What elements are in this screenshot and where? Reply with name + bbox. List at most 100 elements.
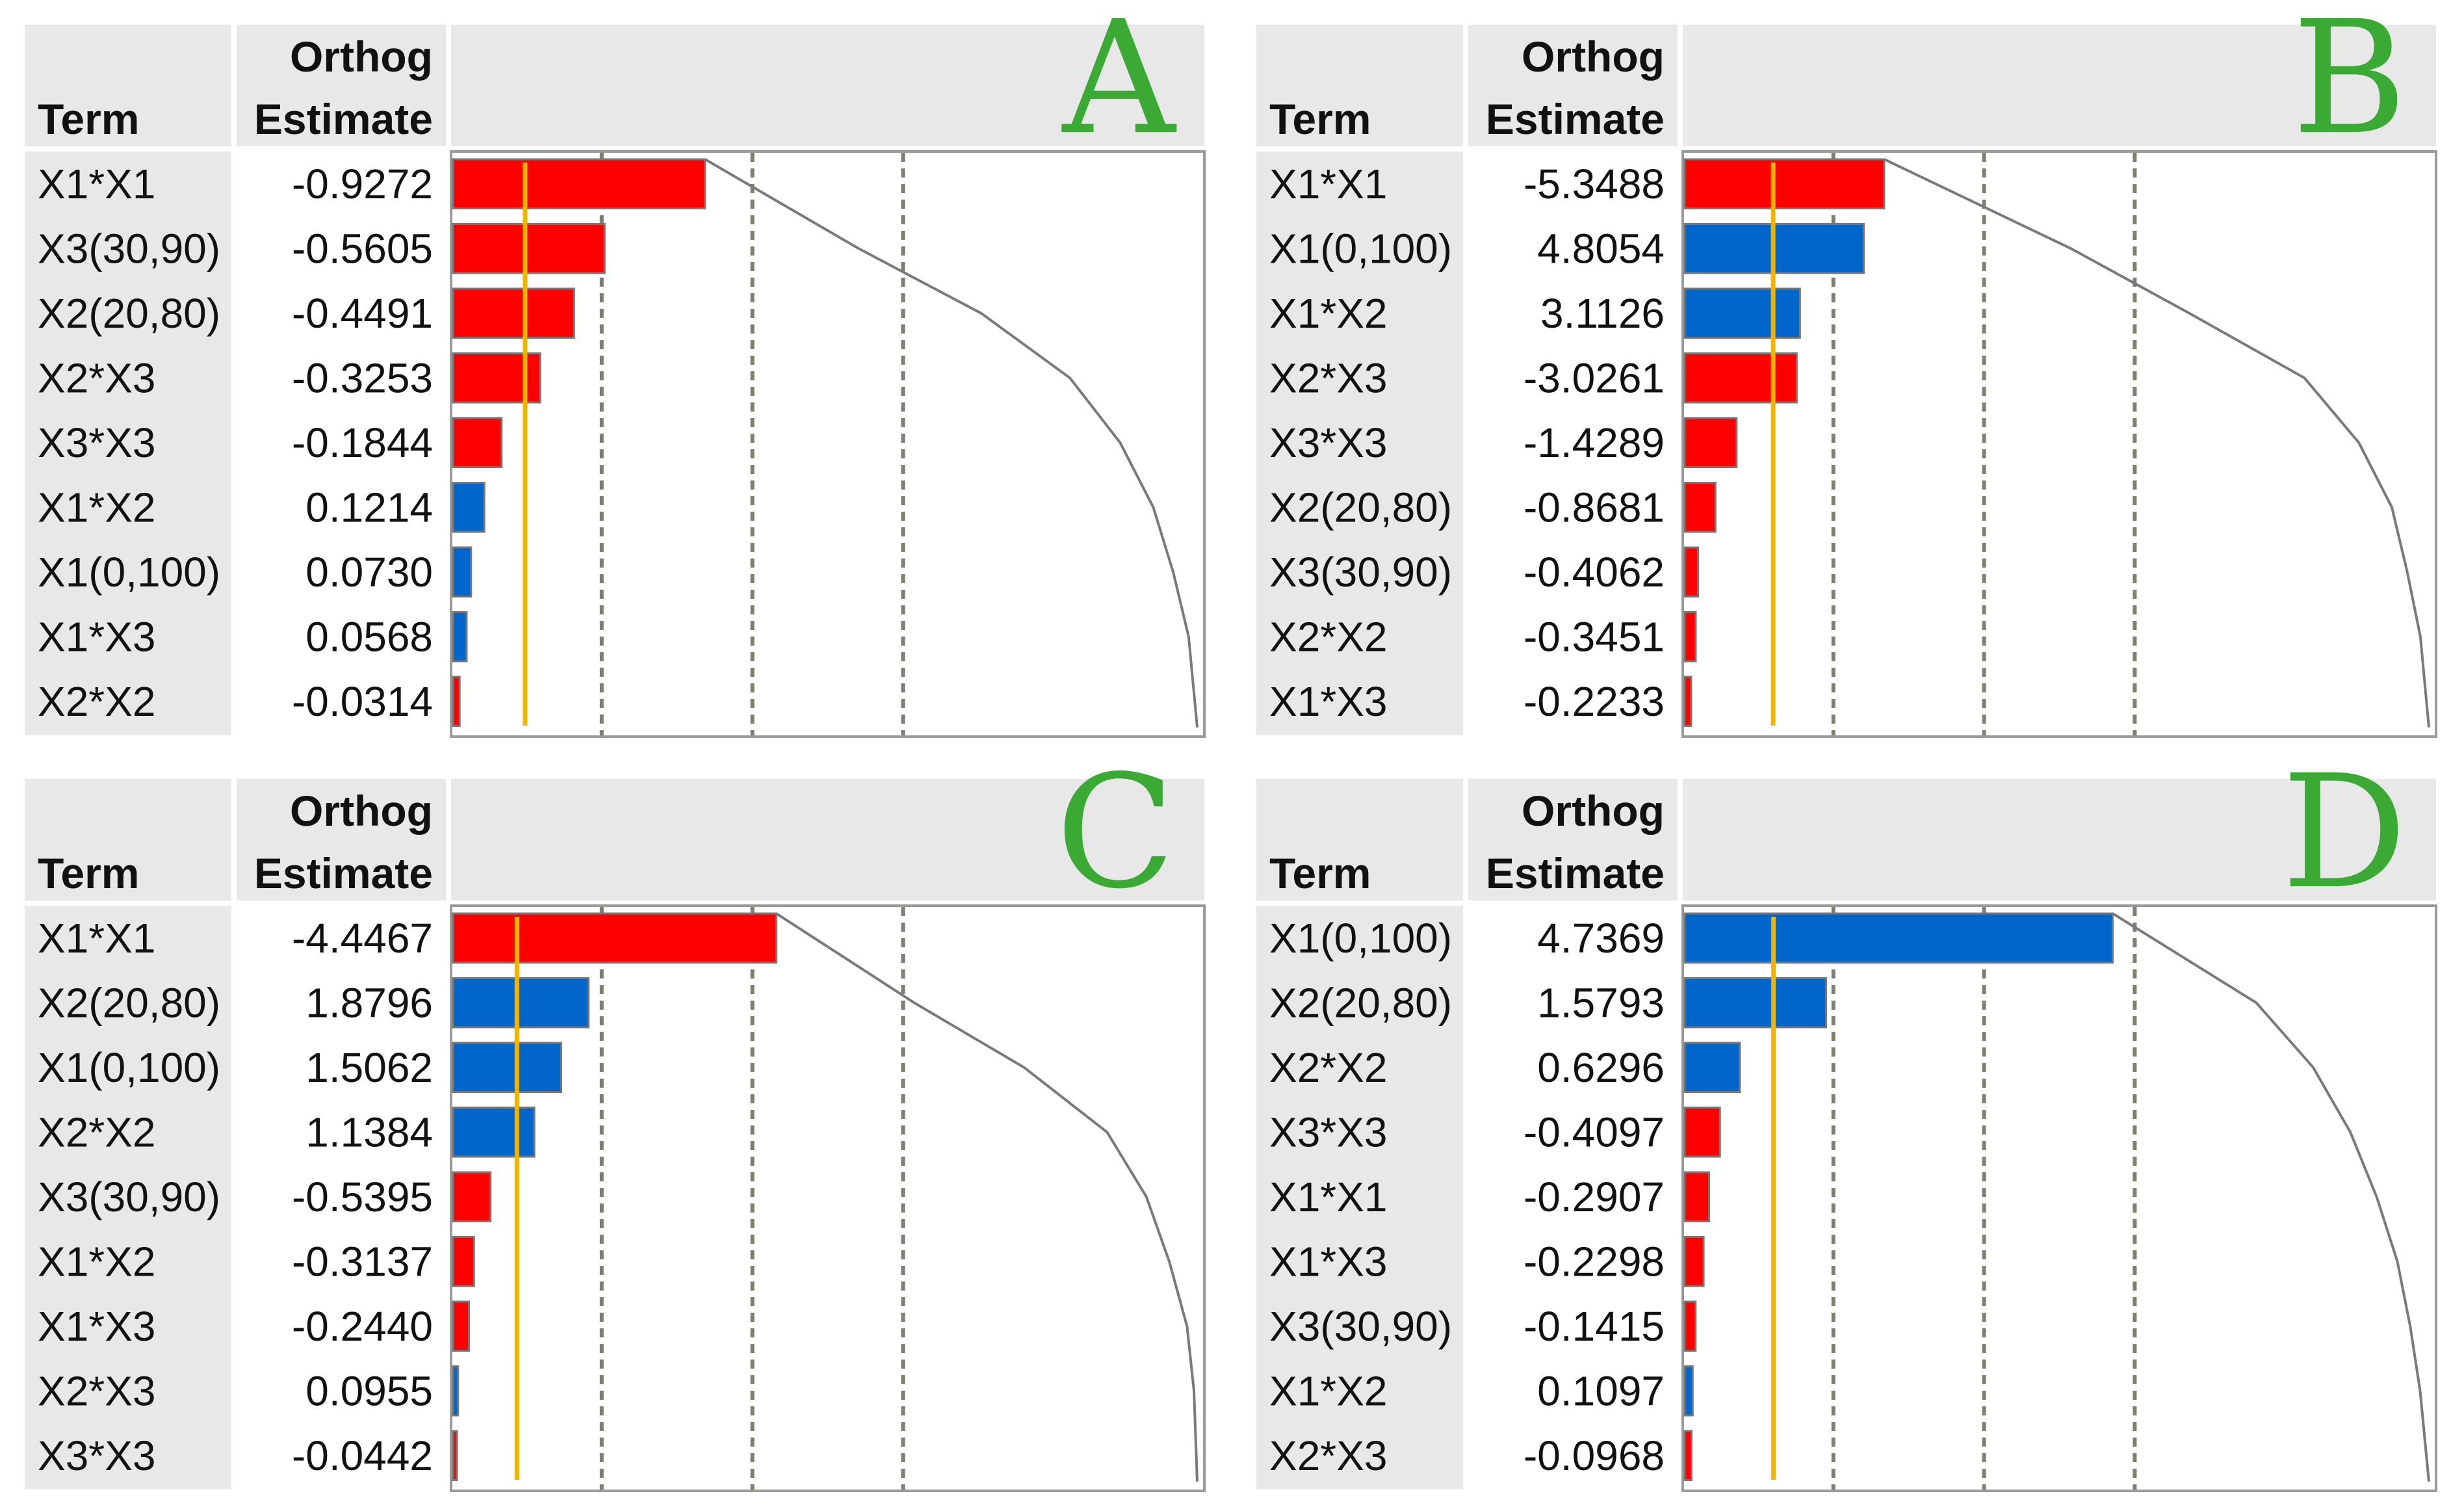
estimate-header-bg [1468,779,1678,900]
estimate-value: -0.1415 [1524,1303,1665,1350]
term-label: X1*X3 [1269,678,1387,725]
estimate-value: 0.0568 [305,613,433,660]
term-label: X1*X2 [1269,1367,1387,1414]
term-label: X1*X1 [38,161,155,207]
bar-x3-30-90- [1683,546,1700,598]
bar-x1-0-100- [1683,912,2114,964]
term-label: X1*X2 [1269,290,1387,337]
term-label: X1*X2 [38,1238,155,1285]
chart-svg: Term Orthog Estimate A X1*X1 -0.9272 X3(30,90)… [25,0,1206,738]
term-label: X2(20,80) [38,979,220,1026]
term-label: X1*X1 [1269,161,1387,207]
bar-x1-0-100- [452,546,473,598]
plot-header-bg [1683,25,2436,146]
estimate-value: -0.4062 [1524,549,1665,596]
estimate-column-header-line2: Estimate [254,849,433,897]
chart-svg: Term Orthog Estimate B X1*X1 -5.3488 X1(0,100)… [1256,0,2437,738]
estimate-column-header-line1: Orthog [1522,787,1665,835]
panel-letter: C [1056,741,1175,923]
estimate-value: 0.1097 [1537,1367,1665,1414]
estimate-header-bg [1468,25,1678,146]
cumulative-curve [775,912,1199,1482]
estimate-value: 0.6296 [1537,1044,1665,1091]
estimate-value: 1.5062 [305,1044,433,1091]
panel-letter: A [1061,0,1177,169]
bar-x2-20-80- [452,977,590,1029]
term-label: X3(30,90) [38,1174,220,1220]
estimate-value: -0.3137 [292,1238,433,1285]
term-label: X3*X3 [38,419,155,466]
bar-x2-x3 [1683,352,1798,404]
term-label: X1*X1 [1269,1174,1387,1220]
bar-x1-x2 [452,482,486,533]
bar-x2-x2 [1683,611,1697,663]
estimate-value: -0.2907 [1524,1174,1665,1220]
bar-x3-30-90- [452,1171,492,1222]
estimate-value: -0.4491 [292,290,433,337]
term-label: X3*X3 [1269,1109,1387,1155]
bar-x1-x1 [452,912,777,964]
estimate-value: -0.3451 [1524,613,1665,660]
panel-letter: D [2282,741,2407,923]
term-label: X1(0,100) [38,549,220,596]
term-label: X2*X2 [1269,613,1387,660]
estimate-column-header-line1: Orthog [1522,33,1665,81]
bar-x2-x2 [452,1107,536,1158]
bar-x1-x3 [1683,1236,1705,1287]
pareto-panel-d: Term Orthog Estimate D X1(0,100) 4.7369 X2(20,… [1256,741,2437,1492]
bar-x1-x3 [1683,676,1692,727]
term-label: X1(0,100) [1269,225,1452,272]
bar-x3-x3 [1683,417,1738,468]
estimate-value: -5.3488 [1524,161,1665,207]
estimate-value: -4.4467 [292,915,433,962]
term-label: X2(20,80) [38,290,220,337]
cumulative-curve [1884,158,2430,728]
pareto-panel-a: Term Orthog Estimate A X1*X1 -0.9272 X3(30,90)… [25,0,1206,738]
estimate-column-header-line1: Orthog [290,33,433,81]
term-header-bg [1256,25,1463,146]
term-label: X2*X3 [38,354,155,401]
term-label: X3(30,90) [38,225,220,272]
bar-x3-x3 [452,417,503,468]
term-label: X1(0,100) [38,1044,220,1091]
term-column-bg [1256,151,1463,735]
term-label: X1(0,100) [1269,915,1452,962]
bar-x2-20-80- [1683,482,1717,533]
bar-x1-0-100- [452,1042,562,1093]
estimate-value: -0.5605 [292,225,433,272]
term-column-header: Term [38,95,140,143]
estimate-value: 3.1126 [1540,290,1665,337]
bar-x2-20-80- [452,287,575,339]
bar-x1-x3 [452,1300,470,1352]
bar-x1-x1 [452,158,707,209]
pareto-panel-b: Term Orthog Estimate B X1*X1 -5.3488 X1(0,100)… [1256,0,2437,738]
bar-x2-x2 [452,676,461,727]
bar-x2-x3 [1683,1430,1693,1481]
estimate-column-header-line2: Estimate [1486,95,1665,143]
estimate-value: -3.0261 [1524,354,1665,401]
estimate-value: -0.3253 [292,354,433,401]
plot-header-bg [451,25,1204,146]
term-label: X2*X3 [1269,354,1387,401]
bar-x1-x2 [1683,287,1801,339]
cumulative-curve [2112,912,2430,1482]
term-label: X1*X2 [38,484,155,531]
bar-x3-x3 [1683,1107,1721,1158]
term-label: X2*X2 [1269,1044,1387,1091]
bar-x3-30-90- [452,223,606,274]
estimate-column-header-line1: Orthog [290,787,433,835]
chart-svg: Term Orthog Estimate D X1(0,100) 4.7369 X2(20,… [1256,741,2437,1492]
term-header-bg [25,25,231,146]
term-label: X2*X3 [38,1367,155,1414]
term-column-header: Term [1269,849,1371,897]
term-column-header: Term [1269,95,1371,143]
term-label: X1*X3 [38,613,155,660]
cumulative-curve [704,158,1199,728]
estimate-value: -1.4289 [1524,419,1665,466]
bar-x2-x2 [1683,1042,1741,1093]
bar-x1-x2 [452,1236,475,1287]
plot-header-bg [451,779,1204,900]
term-column-bg [1256,906,1463,1490]
estimate-value: 0.0730 [305,549,433,596]
bar-x2-20-80- [1683,977,1828,1029]
